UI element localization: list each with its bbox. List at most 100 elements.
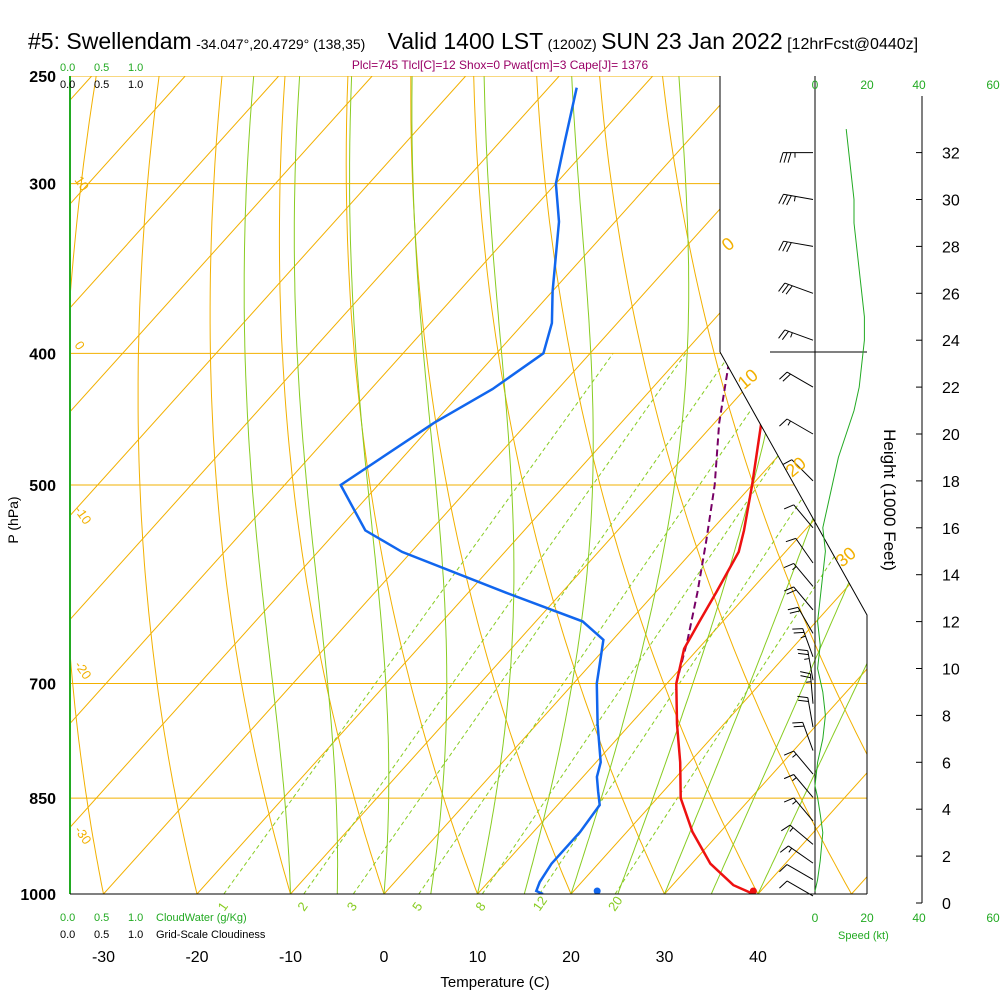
height-tick-label: 32	[942, 146, 960, 163]
moist-adiabat-line	[710, 76, 867, 894]
speed-tick-label-top: 0	[812, 78, 819, 92]
wind-barb-half-feather	[804, 658, 810, 660]
cloudiness-label: Grid-Scale Cloudiness	[156, 929, 266, 941]
height-tick-label: 12	[942, 615, 960, 632]
dewpoint-curve	[339, 87, 605, 894]
speed-tick-label-bottom: 0	[812, 911, 819, 925]
wind-barb-staff	[791, 459, 814, 482]
wind-barb-half-feather	[792, 753, 797, 758]
wind-barb	[783, 504, 814, 529]
wind-barb-half-feather	[787, 420, 791, 426]
mixing-ratio-label: 5	[409, 899, 425, 914]
wind-barb-feather	[800, 675, 811, 679]
wind-barb-feather	[783, 586, 794, 592]
cloud-bottom-tick-0: 0.0	[60, 929, 75, 941]
dry-adiabat-label: 10	[734, 365, 762, 393]
temperature-tick-label: -30	[92, 949, 115, 966]
dry-adiabat-line	[473, 76, 665, 894]
temperature-tick-label: -20	[185, 949, 208, 966]
background-grid	[0, 76, 867, 894]
wind-barb-feather	[786, 242, 792, 253]
wind-barb-staff	[793, 774, 814, 798]
isotherm-line	[70, 76, 280, 894]
wind-barb-staff	[783, 240, 814, 247]
mixing-ratio-label: 2	[294, 899, 310, 914]
wind-barb-half-feather	[793, 196, 796, 202]
height-tick-label: 4	[942, 802, 951, 819]
pressure-tick-label: 400	[29, 346, 56, 363]
temperature-tick-label: 40	[749, 949, 767, 966]
wind-barb-staff	[788, 845, 814, 864]
cw-top-tick-2: 1.0	[128, 62, 143, 74]
wind-barb-feather	[783, 750, 794, 756]
pressure-tick-label: 300	[29, 177, 56, 194]
cw-bottom-tick-0: 0.0	[60, 912, 75, 924]
wind-barb-feather	[798, 699, 809, 703]
wind-barb-feather	[793, 631, 805, 634]
height-tick-label: 8	[942, 708, 951, 725]
wind-barb	[779, 371, 814, 388]
moist-adiabat-line	[523, 76, 594, 894]
height-tick-label: 14	[942, 568, 960, 585]
wind-barb-feather	[779, 864, 788, 873]
dry-adiabat-label: 20	[782, 453, 810, 481]
wind-barb-staff	[793, 797, 814, 822]
wind-barb-feather	[782, 459, 793, 466]
temperature-axis-label: Temperature (C)	[440, 974, 549, 991]
dry-adiabat-line	[70, 76, 104, 894]
wind-barb-feather	[782, 373, 791, 382]
wind-barb-staff	[797, 607, 814, 634]
wind-barb-feather	[787, 152, 792, 163]
height-tick-label: 2	[942, 849, 951, 866]
wind-barb	[797, 648, 814, 681]
height-tick-label: 10	[942, 662, 960, 679]
cloud-top-tick-0: 0.0	[60, 79, 75, 91]
wind-barb-feather	[778, 282, 786, 292]
dry-adiabat-line	[0, 76, 33, 894]
isotherm-line	[70, 76, 373, 894]
wind-barb-feather	[782, 241, 788, 252]
cw-bottom-tick-1: 0.5	[94, 912, 109, 924]
pressure-tick-label: 500	[29, 478, 56, 495]
wind-barb-feather	[789, 610, 801, 614]
dry-adiabat-line	[536, 76, 759, 894]
moist-adiabat-line	[349, 76, 390, 894]
height-axis-label: Height (1000 Feet)	[880, 429, 899, 571]
wind-barb-feather	[792, 628, 803, 630]
wind-barb	[783, 562, 814, 587]
surface-temperature-dot	[749, 887, 757, 894]
temperature-tick-label: 10	[469, 949, 487, 966]
wind-barb-feather	[779, 880, 788, 889]
cw-bottom-tick-2: 1.0	[128, 912, 143, 924]
height-tick-label: 20	[942, 427, 960, 444]
wind-barb-half-feather	[789, 827, 794, 832]
height-tick-label: 16	[942, 521, 960, 538]
wind-barb	[778, 282, 814, 295]
wind-barb-feather	[782, 194, 788, 205]
wind-barb-half-feather	[788, 847, 793, 853]
speed-tick-label-bottom: 20	[860, 911, 874, 925]
wind-barb	[779, 152, 813, 163]
wind-barb	[783, 586, 814, 611]
pressure-tick-label: 1000	[20, 887, 56, 904]
isotherm-line	[664, 76, 867, 894]
plot-diagonal-edge	[719, 351, 868, 894]
wind-barb-feather	[779, 371, 788, 380]
temperature-tick-label: 30	[656, 949, 674, 966]
mixing-ratio-line	[481, 353, 848, 894]
valid-time: Valid 1400 LST	[387, 28, 544, 54]
height-tick-label: 30	[942, 193, 960, 210]
moist-adiabat-line	[570, 76, 690, 894]
wind-barb-feather	[779, 152, 784, 163]
wind-barb-staff	[795, 538, 814, 564]
isotherm-label: -10	[72, 503, 95, 527]
speed-tick-label-top: 20	[860, 78, 874, 92]
wind-barb	[783, 750, 814, 775]
cloud-top-tick-2: 1.0	[128, 79, 143, 91]
pressure-axis-label: P (hPa)	[5, 496, 21, 543]
wind-barb-feather	[778, 194, 784, 204]
isotherm-label: 0	[72, 338, 88, 353]
plot-frame	[69, 76, 868, 895]
speed-tick-label-bottom: 60	[986, 911, 1000, 925]
wind-barb-feather	[793, 725, 805, 728]
